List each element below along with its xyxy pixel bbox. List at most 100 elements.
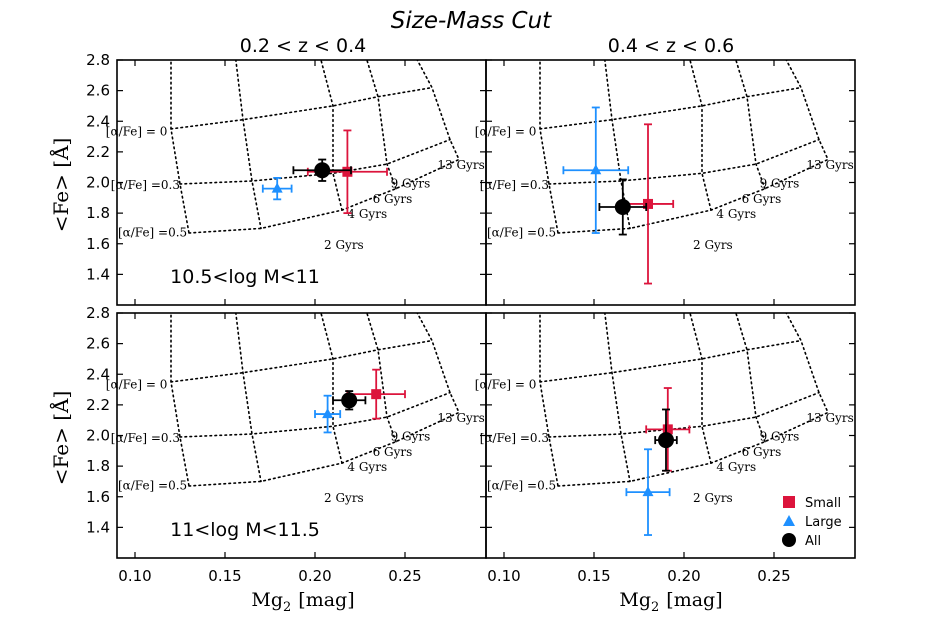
x-tick-label: 0.25 (388, 567, 421, 585)
mass-bin-label: 10.5<log M<11 (170, 266, 320, 288)
y-tick-label: 1.4 (86, 265, 110, 283)
age-grid-line (170, 60, 190, 234)
age-label: 9 Gyrs (391, 430, 431, 444)
panel-top-right: [α/Fe] = 0 [α/Fe] =0.3 [α/Fe] =0.5 2 Gyrs 4 … (475, 59, 856, 306)
marker-circle (614, 199, 631, 215)
x-axis-label-left: Mg2 [mag] (251, 589, 354, 615)
marker-circle (658, 432, 674, 449)
alpha-grid-line (179, 391, 451, 438)
marker-triangle (271, 182, 283, 193)
y-tick-label: 2.4 (86, 365, 110, 383)
age-label: 6 Gyrs (742, 445, 782, 459)
panels: [α/Fe] = 0 [α/Fe] =0.3 [α/Fe] =0.5 2 Gyrs 4 … (86, 51, 856, 585)
y-axis-label-bottom: <Fe> [Å] (48, 391, 73, 486)
alpha-label: [α/Fe] =0.3 (111, 178, 180, 192)
age-grid-line (366, 60, 397, 190)
marker-circle (314, 162, 331, 179)
marker-circle (341, 392, 358, 409)
age-grid-line (604, 313, 631, 483)
point-small (306, 129, 388, 215)
alpha-label: [α/Fe] =0.5 (487, 479, 556, 493)
model-grid (539, 60, 829, 234)
figure-title: Size-Mass Cut (391, 8, 552, 34)
alpha-label: [α/Fe] = 0 (475, 377, 537, 391)
y-tick-label: 2.6 (86, 335, 110, 353)
age-label: 6 Gyrs (373, 192, 413, 206)
age-label: 2 Gyrs (324, 238, 364, 252)
panel-bottom-left: [α/Fe] = 0 [α/Fe] =0.3 [α/Fe] =0.5 2 Gyrs 4 … (86, 304, 487, 585)
model-grid (170, 60, 460, 234)
y-axis-label-top: <Fe> [Å] (48, 138, 73, 233)
marker-square (371, 389, 382, 400)
point-all (598, 178, 648, 236)
y-tick-label: 1.6 (86, 488, 110, 506)
model-grid (170, 313, 460, 487)
legend-label-all: All (805, 534, 821, 549)
age-label: 6 Gyrs (373, 445, 413, 459)
x-label-main: Mg (251, 589, 283, 611)
y-tick-label: 2.2 (86, 396, 110, 414)
panel-bottom-right: [α/Fe] = 0 [α/Fe] =0.3 [α/Fe] =0.5 2 Gyrs 4 … (475, 312, 856, 585)
marker-square (662, 424, 673, 435)
age-label: 9 Gyrs (760, 177, 800, 191)
marker-square (342, 166, 353, 177)
legend-marker-small (783, 496, 795, 508)
age-grid-line (689, 313, 712, 464)
age-grid-line (235, 313, 262, 483)
age-grid-line (735, 313, 766, 443)
panel-top-left: [α/Fe] = 0 [α/Fe] =0.3 [α/Fe] =0.5 2 Gyrs 4 … (86, 51, 487, 306)
age-grid-line (235, 60, 262, 230)
alpha-grid-line (188, 411, 460, 487)
y-tick-label: 1.4 (86, 518, 110, 536)
point-small (346, 368, 406, 420)
age-label: 6 Gyrs (742, 192, 782, 206)
age-grid-line (320, 313, 343, 464)
marker-triangle (642, 486, 654, 497)
y-tick-label: 1.8 (86, 204, 110, 222)
alpha-grid-line (548, 391, 820, 438)
y-tick-label: 2.8 (86, 51, 110, 69)
legend-marker-all (782, 533, 796, 547)
x-tick-label: 0.10 (487, 567, 520, 585)
y-tick-label: 2.0 (86, 174, 110, 192)
age-grid-line (416, 313, 460, 414)
age-label: 9 Gyrs (760, 430, 800, 444)
age-grid-line (320, 60, 343, 211)
y-tick-label: 2.8 (86, 304, 110, 322)
alpha-grid-line (557, 411, 829, 487)
alpha-grid-line (548, 138, 820, 185)
x-label-sub: 2 (651, 600, 659, 615)
col-title-left: 0.2 < z < 0.4 (240, 35, 366, 57)
alpha-label: [α/Fe] =0.3 (480, 431, 549, 445)
age-grid-line (689, 60, 712, 211)
alpha-grid-line (539, 339, 802, 383)
y-tick-label: 2.4 (86, 112, 110, 130)
age-grid-line (735, 60, 766, 190)
alpha-label: [α/Fe] =0.3 (480, 178, 549, 192)
y-tick-label: 2.0 (86, 427, 110, 445)
point-large (625, 448, 671, 536)
marker-square (643, 198, 653, 209)
age-label: 13 Gyrs (437, 411, 484, 425)
age-label: 4 Gyrs (347, 460, 387, 474)
y-tick-label: 1.6 (86, 235, 110, 253)
point-large (562, 106, 630, 234)
mass-bin-label: 11<log M<11.5 (170, 519, 320, 541)
x-label-unit: [mag] (666, 589, 722, 611)
age-label: 2 Gyrs (693, 238, 733, 252)
y-tick-label: 1.8 (86, 457, 110, 475)
point-large (314, 394, 342, 434)
age-grid-line (785, 60, 829, 161)
age-label: 4 Gyrs (716, 460, 756, 474)
point-small (621, 123, 675, 285)
alpha-label: [α/Fe] =0.5 (487, 226, 556, 240)
alpha-label: [α/Fe] =0.5 (118, 226, 187, 240)
alpha-grid-line (179, 138, 451, 185)
y-tick-label: 2.2 (86, 143, 110, 161)
x-tick-label: 0.10 (118, 567, 151, 585)
age-grid-line (170, 313, 190, 487)
x-tick-label: 0.20 (298, 567, 331, 585)
point-all (292, 158, 352, 182)
age-grid-line (539, 60, 559, 234)
